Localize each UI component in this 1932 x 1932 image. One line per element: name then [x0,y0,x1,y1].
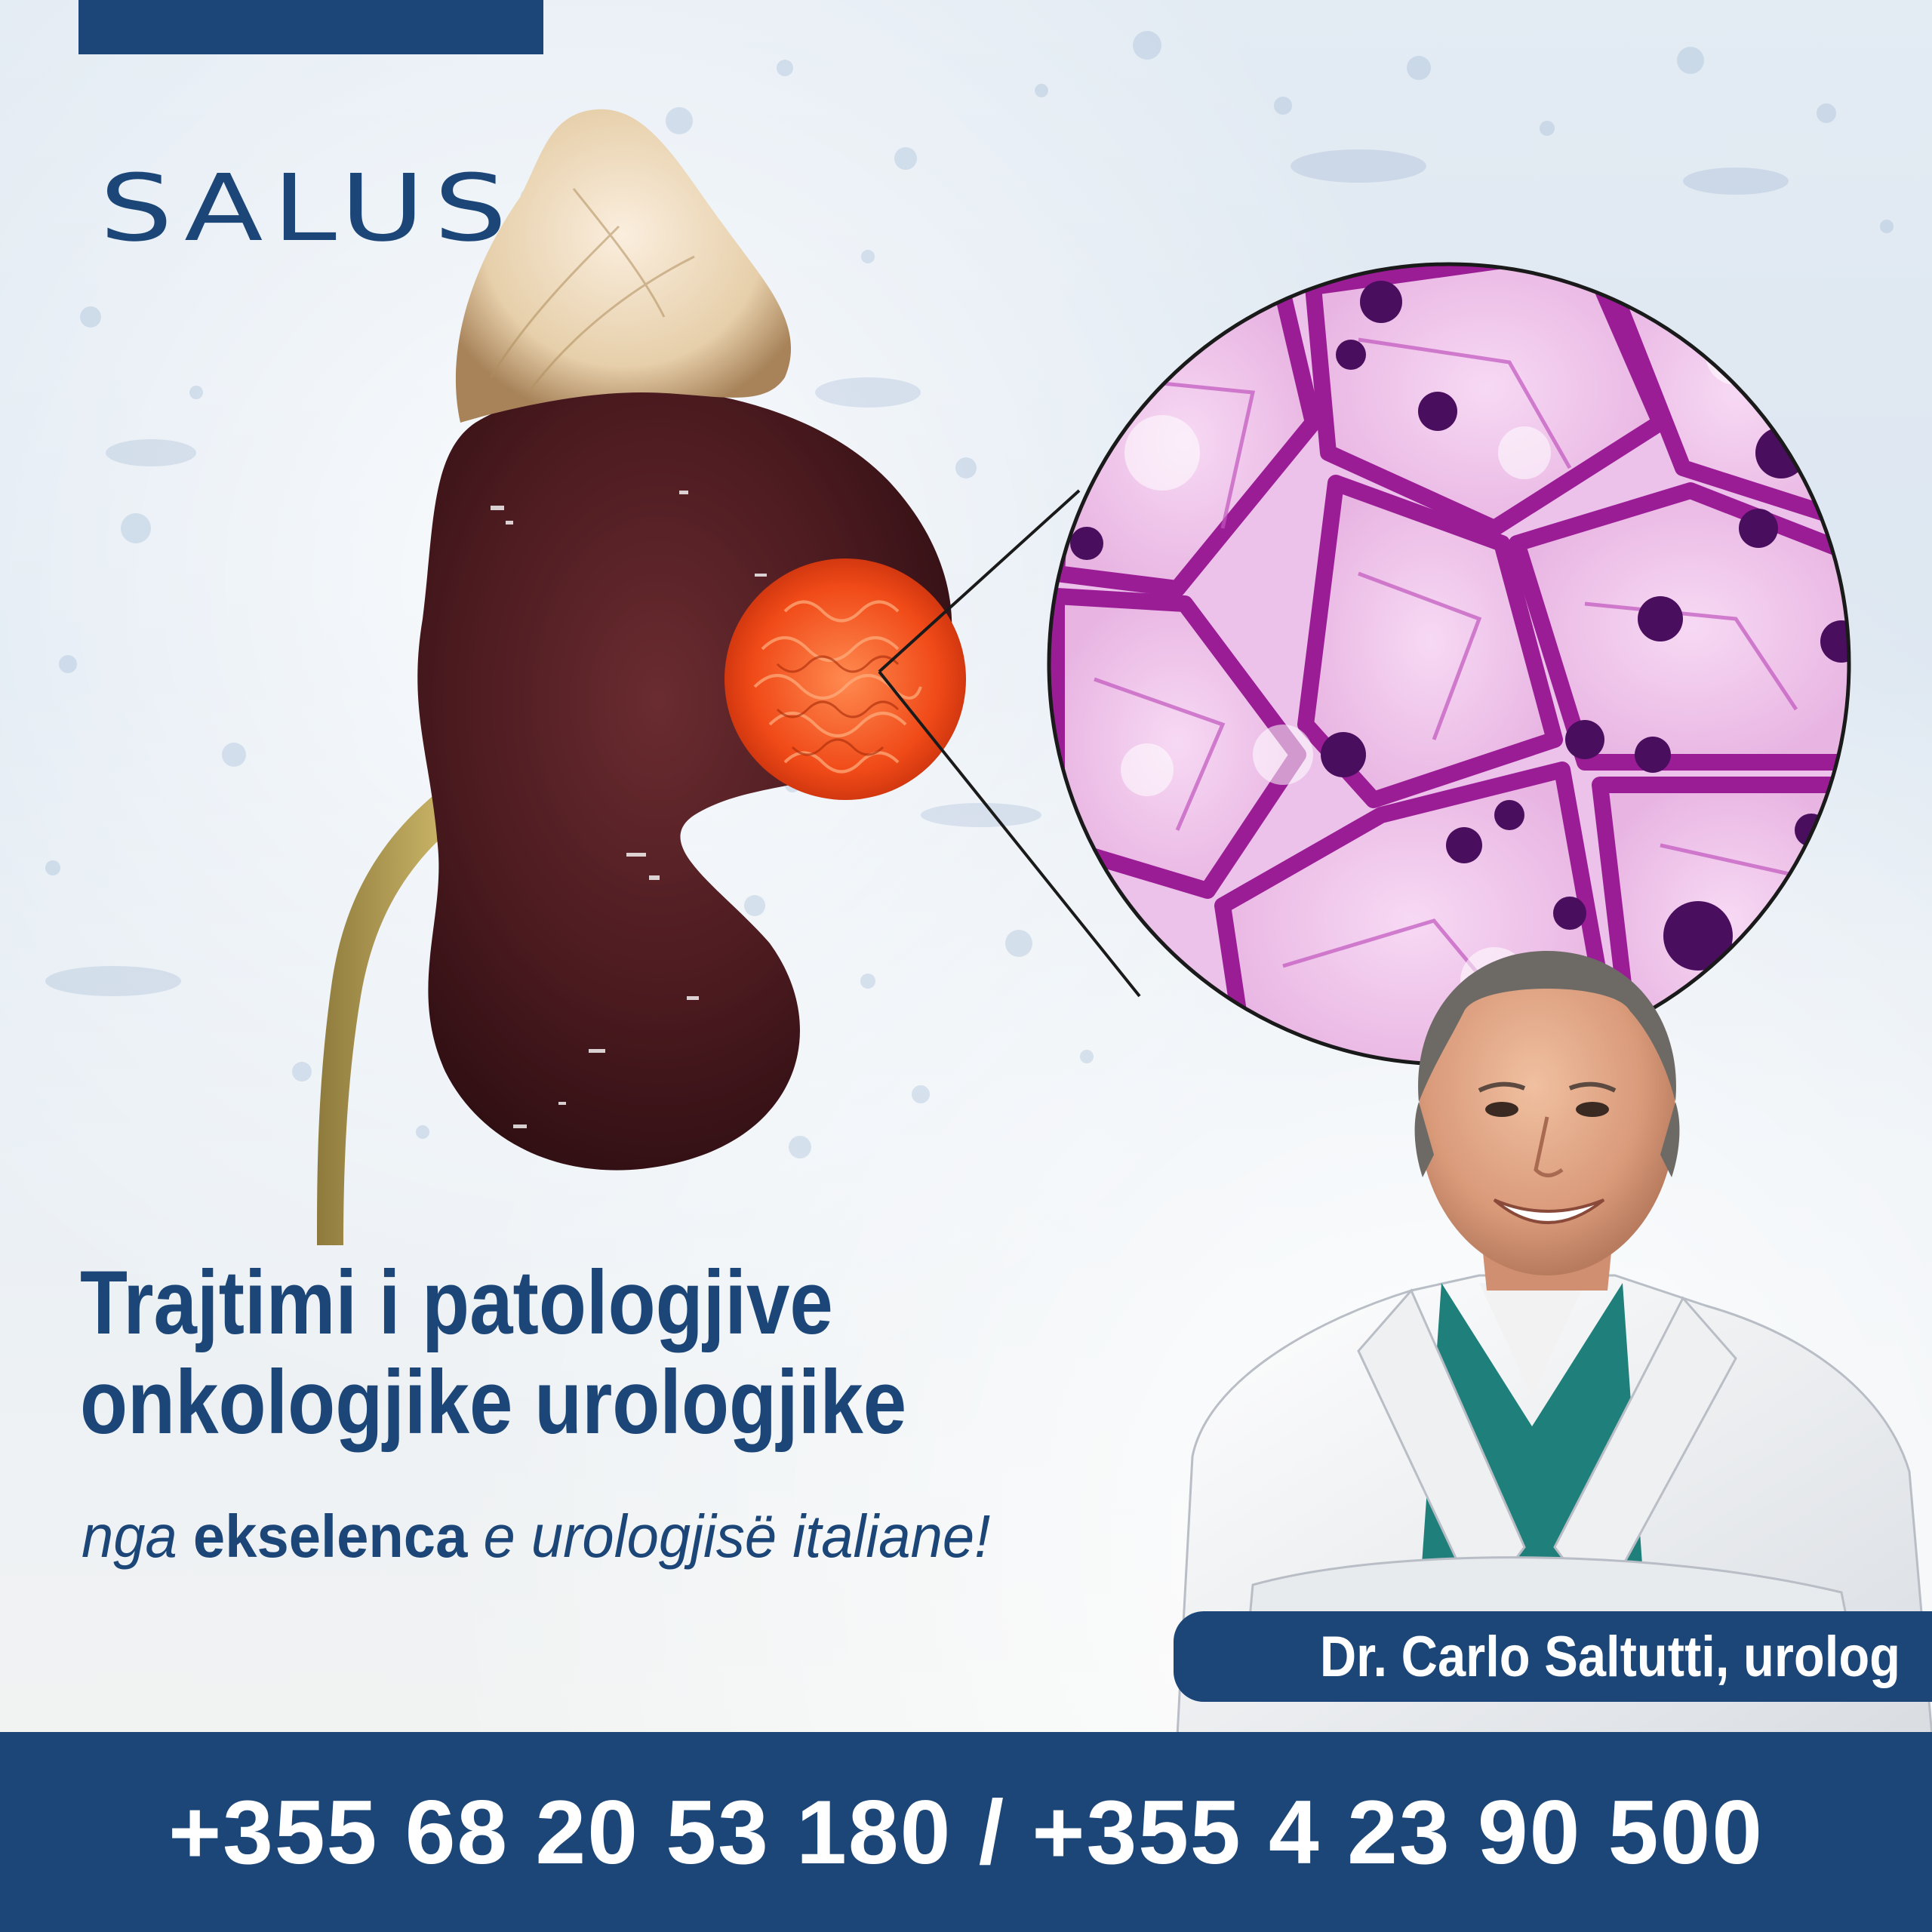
tagline-part-1: nga [82,1503,177,1570]
tagline-part-3: e urologjisë italiane! [483,1503,991,1570]
tagline-part-2: ekselenca [192,1503,468,1570]
tagline: nga ekselenca e urologjisë italiane! [82,1502,990,1571]
doctor-name-badge: Dr. Carlo Saltutti, urolog [1174,1611,1932,1702]
kidney-illustration [317,109,1851,1245]
doctor-name: Dr. Carlo Saltutti, urolog [1319,1624,1900,1689]
contact-bar: +355 68 20 53 180 / +355 4 23 90 500 [0,1732,1932,1932]
headline-line-1: Trajtimi i patologjive [80,1252,833,1353]
headline: Trajtimi i patologjive onkologjike urolo… [80,1253,906,1452]
microscope-cell-zoom [1049,264,1849,1064]
brand-logo: SALUS [100,155,517,262]
headline-line-2: onkologjike urologjike [80,1352,907,1453]
top-accent-bar [78,0,543,54]
phone-numbers[interactable]: +355 68 20 53 180 / +355 4 23 90 500 [168,1781,1764,1883]
